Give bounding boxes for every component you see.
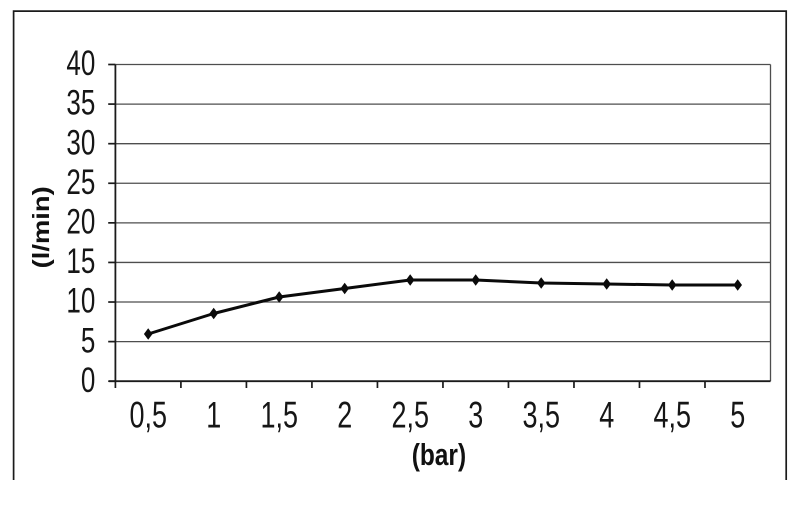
svg-text:0: 0	[81, 360, 95, 400]
svg-text:5: 5	[81, 320, 95, 360]
svg-text:4,5: 4,5	[653, 394, 691, 435]
svg-text:2,5: 2,5	[391, 394, 429, 435]
svg-text:0,5: 0,5	[129, 394, 167, 435]
svg-text:20: 20	[66, 202, 95, 242]
svg-text:5: 5	[730, 394, 745, 435]
svg-text:(l/min): (l/min)	[29, 186, 54, 268]
svg-text:30: 30	[66, 122, 95, 162]
svg-text:10: 10	[66, 281, 95, 321]
svg-text:40: 40	[66, 43, 95, 83]
svg-text:3: 3	[468, 394, 483, 435]
svg-text:35: 35	[66, 83, 95, 123]
svg-text:1,5: 1,5	[260, 394, 298, 435]
svg-text:4: 4	[599, 394, 614, 435]
svg-text:2: 2	[337, 394, 352, 435]
svg-text:(bar): (bar)	[412, 437, 466, 471]
svg-text:1: 1	[206, 394, 221, 435]
svg-text:3,5: 3,5	[522, 394, 560, 435]
svg-text:25: 25	[66, 162, 95, 202]
svg-text:15: 15	[66, 241, 95, 281]
